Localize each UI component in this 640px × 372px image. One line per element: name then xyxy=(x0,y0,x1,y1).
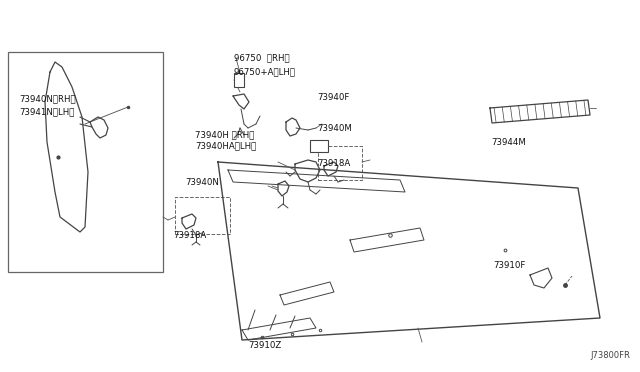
Text: 73910F: 73910F xyxy=(493,262,525,270)
Text: 73918A: 73918A xyxy=(317,159,350,168)
Text: 73940M: 73940M xyxy=(317,124,351,133)
Text: 73940F: 73940F xyxy=(317,93,349,102)
Text: 73918A: 73918A xyxy=(173,231,206,240)
Text: 73940HA〈LH〉: 73940HA〈LH〉 xyxy=(195,141,257,150)
Text: 73944M: 73944M xyxy=(492,138,526,147)
Text: 73910Z: 73910Z xyxy=(248,341,282,350)
Text: 73940H 〈RH〉: 73940H 〈RH〉 xyxy=(195,130,255,139)
Text: 73940N: 73940N xyxy=(186,178,220,187)
Text: 73941N〈LH〉: 73941N〈LH〉 xyxy=(19,107,75,116)
Text: 96750  〈RH〉: 96750 〈RH〉 xyxy=(234,53,289,62)
Text: 96750+A〈LH〉: 96750+A〈LH〉 xyxy=(234,67,296,76)
Bar xyxy=(8,52,163,272)
Bar xyxy=(234,73,244,87)
Bar xyxy=(310,140,328,152)
Text: J73800FR: J73800FR xyxy=(590,351,630,360)
Text: 73940N〈RH〉: 73940N〈RH〉 xyxy=(19,94,76,103)
